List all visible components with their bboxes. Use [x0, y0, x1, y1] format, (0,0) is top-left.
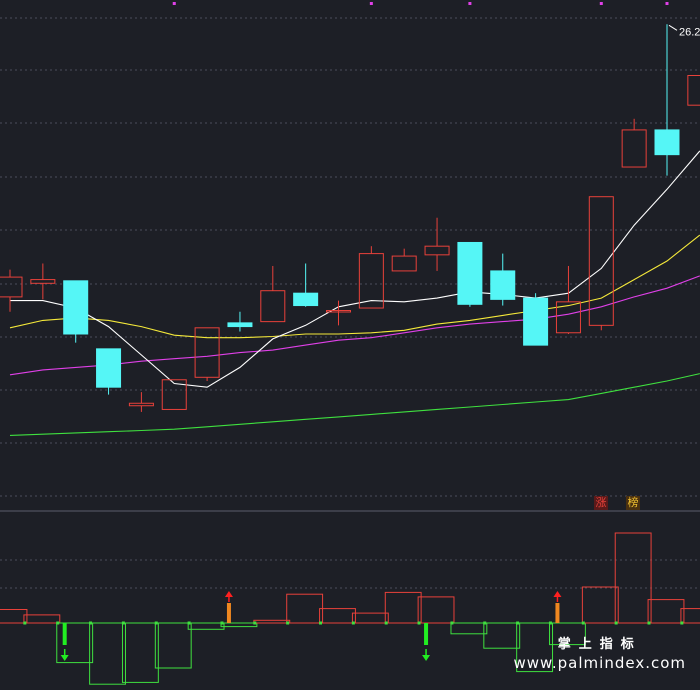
indicator-bar: [384, 591, 422, 624]
candle-body: [523, 297, 549, 346]
indicator-bar: [23, 614, 61, 624]
candle-body: [194, 327, 220, 378]
candle-body: [424, 245, 450, 256]
candle-body: [326, 310, 351, 313]
zero-dot: [614, 621, 618, 625]
candle-body: [0, 276, 23, 298]
zero-dot: [351, 621, 355, 625]
candle-body: [293, 292, 319, 307]
zero-dot: [220, 621, 224, 625]
indicator-bar: [417, 596, 455, 624]
top-marker: [665, 2, 669, 5]
indicator-bar: [581, 586, 619, 624]
candle-body: [96, 348, 122, 388]
zero-dot: [56, 621, 60, 625]
candle-body: [588, 196, 614, 326]
zero-dot: [154, 621, 158, 625]
candle-body: [260, 290, 286, 323]
up-arrow-icon: [553, 591, 562, 597]
zero-dot: [450, 621, 454, 625]
indicator-bar: [319, 608, 356, 624]
indicator-bar: [450, 622, 488, 635]
watermark-url: www.palmindex.com: [513, 654, 686, 672]
candle-body: [358, 253, 384, 309]
zero-dot: [483, 621, 487, 625]
candle-body: [63, 280, 89, 335]
zero-dot: [384, 621, 388, 625]
limit-up-badge: 涨: [594, 496, 608, 510]
indicator-bar: [121, 622, 159, 683]
ma5-line: [10, 150, 700, 388]
zero-dot: [89, 621, 93, 625]
zero-dot: [417, 621, 421, 625]
candle-body: [490, 270, 516, 300]
indicator-bar: [220, 622, 258, 628]
max-price-label: 26.22: [679, 26, 700, 38]
indicator-bar: [56, 622, 94, 664]
down-arrow-icon: [422, 655, 431, 661]
indicator-bar: [614, 532, 652, 624]
indicator-bar: [549, 622, 586, 646]
zero-dot: [187, 621, 191, 625]
signal-bar: [62, 623, 67, 645]
indicator-bar: [351, 612, 389, 624]
indicator-bar: [286, 593, 324, 624]
candle-body: [391, 255, 417, 272]
watermark: 掌上指标 www.palmindex.com: [513, 636, 686, 672]
top-marker: [172, 2, 176, 5]
indicator-bar: [253, 619, 291, 624]
zero-dot: [516, 621, 520, 625]
indicator-bar: [187, 622, 225, 630]
ma10-line: [9, 234, 700, 339]
zero-dot: [319, 621, 322, 625]
candle-body: [227, 322, 253, 328]
ranking-badge: 榜: [626, 496, 640, 510]
indicator-bar: [89, 622, 126, 685]
watermark-title: 掌上指标: [557, 637, 642, 652]
indicator-bar: [0, 609, 28, 624]
zero-dot: [23, 621, 27, 625]
down-arrow-icon: [60, 655, 69, 661]
candle-body: [654, 129, 680, 156]
indicator-bar: [483, 622, 521, 649]
candle-body: [161, 379, 187, 410]
ma20-line: [9, 275, 700, 376]
zero-dot: [121, 621, 125, 625]
indicator-bar: [680, 608, 700, 624]
signal-bar: [555, 603, 560, 623]
candle-body: [128, 402, 154, 407]
zero-dot: [581, 621, 585, 625]
candle-body: [687, 75, 700, 106]
max-pointer: [668, 24, 678, 31]
indicator-bar: [516, 622, 554, 673]
signal-bar: [424, 623, 429, 645]
top-marker: [468, 2, 472, 5]
top-marker: [599, 2, 603, 5]
zero-dot: [253, 621, 257, 625]
zero-dot: [647, 621, 651, 625]
up-arrow-icon: [224, 591, 233, 597]
ma60-line: [9, 373, 700, 436]
top-marker: [369, 2, 373, 5]
candle-body: [555, 301, 581, 334]
signal-bar: [226, 603, 231, 623]
indicator-bar: [154, 622, 192, 669]
candle-body: [621, 129, 647, 168]
zero-dot: [286, 621, 290, 625]
candle-body: [30, 279, 56, 284]
candle-body: [457, 241, 483, 305]
zero-dot: [680, 621, 684, 625]
indicator-bar: [647, 599, 685, 624]
zero-dot: [548, 621, 552, 625]
